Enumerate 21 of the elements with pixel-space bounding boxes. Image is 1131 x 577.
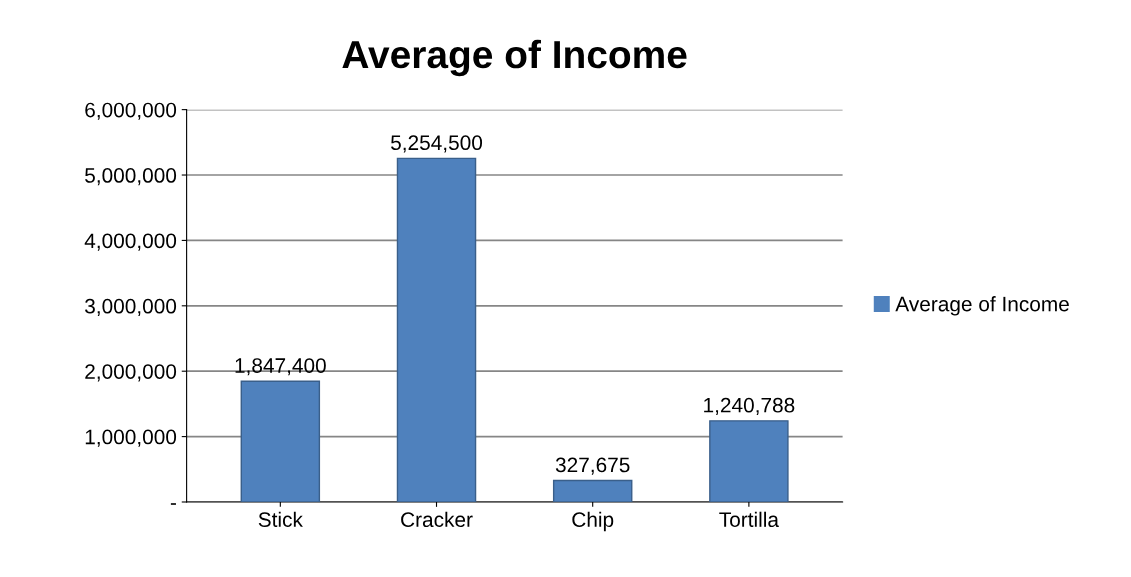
y-tick-label: 2,000,000 — [85, 364, 177, 382]
bar — [396, 157, 477, 502]
bar — [240, 380, 321, 502]
x-tick-label: Stick — [258, 511, 303, 528]
data-label: 5,254,500 — [391, 135, 483, 153]
y-tick-label: 5,000,000 — [85, 168, 177, 186]
data-label: 1,240,788 — [704, 397, 795, 416]
bar — [709, 420, 789, 502]
y-tick-label: 1,000,000 — [85, 429, 177, 447]
x-tick-label: Tortilla — [719, 511, 779, 528]
y-tick-label: 4,000,000 — [84, 233, 177, 251]
y-tick-label: 3,000,000 — [85, 298, 177, 317]
chart-title: Average of Income — [342, 39, 687, 77]
x-tick-label: Cracker — [401, 511, 473, 528]
bar — [552, 479, 633, 502]
x-tick-label: Chip — [572, 511, 614, 532]
y-tick-label: 6,000,000 — [85, 102, 177, 120]
data-label: 327,675 — [555, 457, 630, 475]
data-label: 1,847,400 — [235, 358, 326, 376]
y-tick-label: - — [170, 503, 176, 505]
legend-label: Average of Income — [895, 296, 1069, 316]
